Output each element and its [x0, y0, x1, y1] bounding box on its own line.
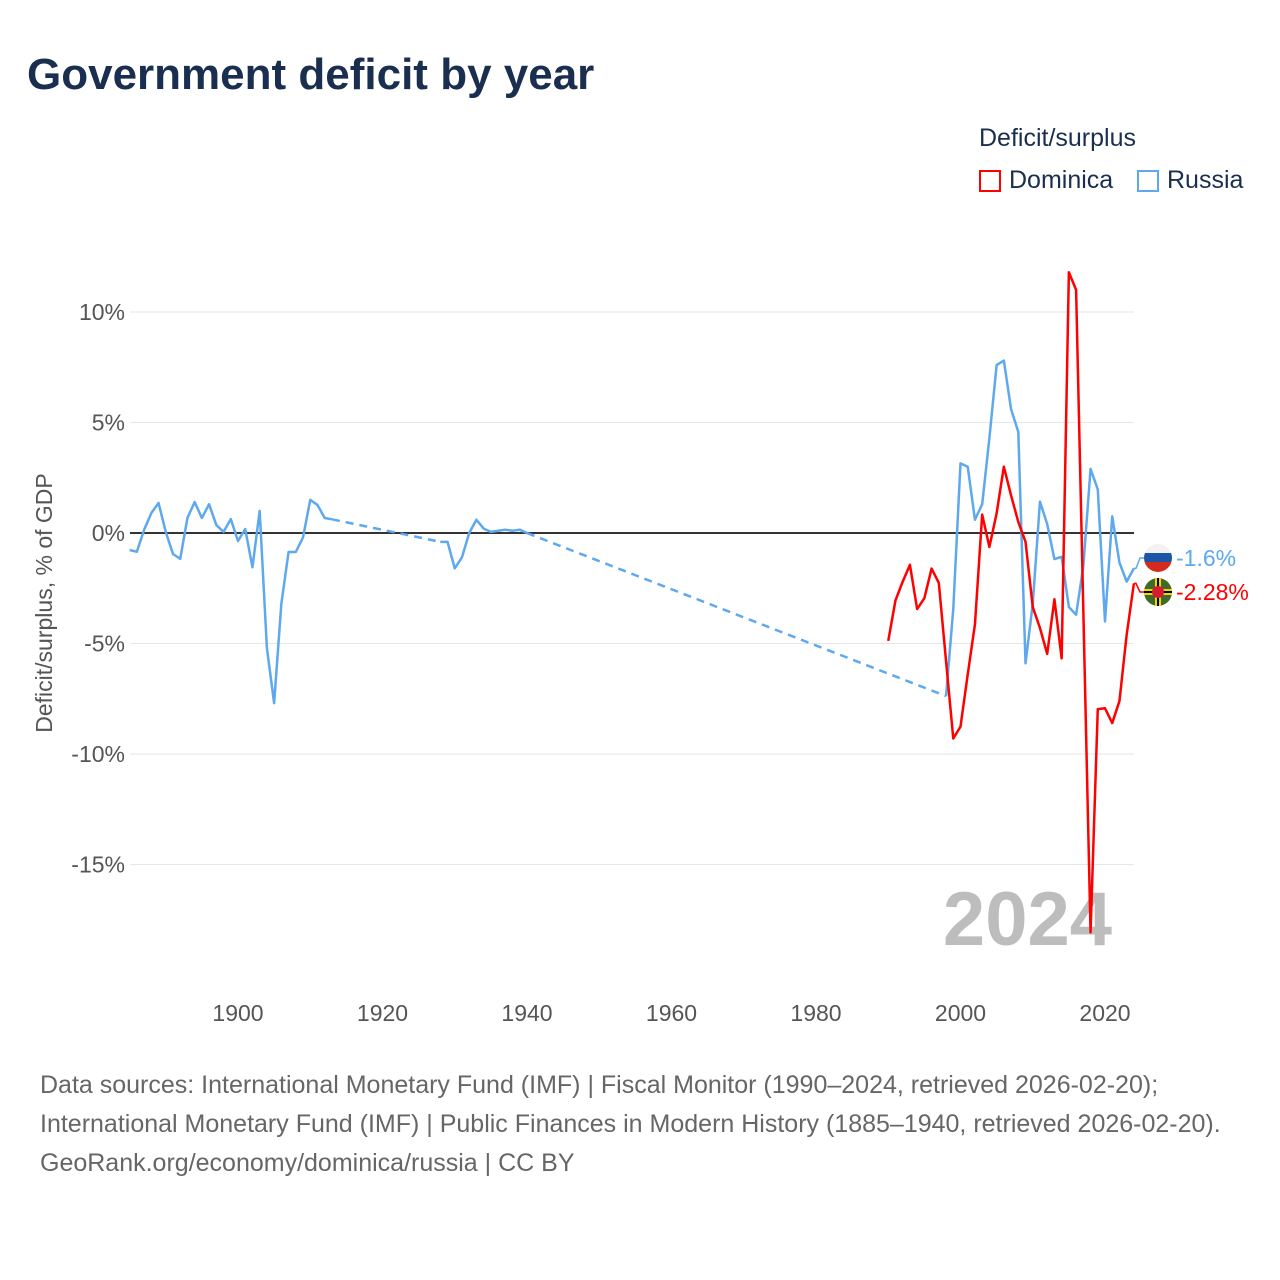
y-axis-label: Deficit/surplus, % of GDP: [31, 473, 57, 732]
year-watermark: 2024: [943, 877, 1112, 962]
footer: Data sources: International Monetary Fun…: [40, 1066, 1240, 1183]
plot-area: 10% 5% 0% -5% -10% -15% 1900 1920 1940 1960 1980 20…: [31, 270, 1249, 1026]
y-tick-label: -10%: [71, 741, 125, 767]
x-tick-label: 1960: [646, 1000, 697, 1026]
legend-item-dominica[interactable]: Dominica: [979, 166, 1113, 195]
legend-swatch-russia: [1137, 169, 1159, 192]
label-connector-dominica: [1133, 582, 1144, 593]
y-tick-label: -15%: [71, 852, 125, 878]
data-sources: Data sources: International Monetary Fun…: [40, 1071, 1221, 1138]
russia-flag-icon: [1144, 553, 1172, 562]
legend-label: Dominica: [1009, 166, 1114, 194]
y-tick-label: 0%: [92, 520, 125, 546]
label-connector-russia: [1133, 557, 1144, 570]
series-gap-russia: [331, 518, 441, 544]
end-value-label-dominica: -2.28%: [1176, 579, 1249, 605]
end-value-label-russia: -1.6%: [1176, 545, 1236, 571]
series-line-russia: [944, 359, 1135, 697]
legend-label: Russia: [1167, 166, 1244, 194]
chart-title: Government deficit by year: [27, 50, 595, 99]
y-tick-label: 5%: [92, 410, 125, 436]
x-tick-label: 1920: [357, 1000, 408, 1026]
legend-item-russia[interactable]: Russia: [1137, 166, 1243, 195]
legend-title: Deficit/surplus: [979, 124, 1136, 152]
series-line-russia: [440, 518, 528, 570]
x-tick-label: 2000: [935, 1000, 986, 1026]
series-gap-russia: [526, 531, 947, 698]
credit-link[interactable]: GeoRank.org/economy/dominica/russia | CC…: [40, 1149, 575, 1177]
dominica-flag-icon: [1152, 586, 1164, 598]
russia-flag-icon: [1144, 544, 1172, 554]
series-line-dominica: [887, 270, 1136, 934]
x-tick-label: 1900: [212, 1000, 263, 1026]
legend-swatch-dominica: [979, 169, 1001, 192]
series-line-russia: [129, 498, 333, 705]
y-tick-label: -5%: [84, 631, 125, 657]
x-tick-label: 1940: [501, 1000, 552, 1026]
x-tick-label: 2020: [1079, 1000, 1130, 1026]
x-tick-label: 1980: [790, 1000, 841, 1026]
russia-flag-icon: [1144, 562, 1172, 572]
y-tick-label: 10%: [79, 299, 125, 325]
